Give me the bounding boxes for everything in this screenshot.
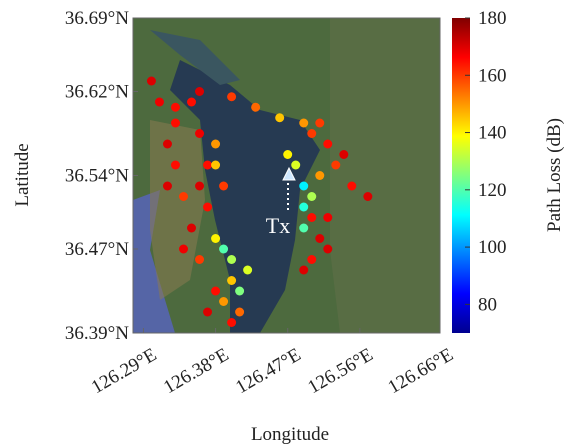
point (299, 266, 308, 275)
x-tick-label: 126.47°E (232, 344, 304, 398)
point (299, 203, 308, 212)
point (171, 103, 180, 112)
point (187, 224, 196, 233)
x-tick-label: 126.56°E (304, 344, 376, 398)
x-tick-label: 126.29°E (88, 344, 160, 398)
point (235, 287, 244, 296)
point (195, 87, 204, 96)
point (203, 161, 212, 170)
point (299, 182, 308, 191)
colorbar (452, 18, 470, 333)
point (283, 150, 292, 159)
colorbar-tick-label: 180 (478, 8, 507, 29)
point (227, 255, 236, 264)
point (179, 192, 188, 201)
tx-annotation: Tx (266, 213, 290, 238)
y-tick-label: 36.69°N (65, 8, 129, 29)
point (323, 213, 332, 222)
colorbar-tick-label: 140 (478, 123, 507, 144)
point (347, 182, 356, 191)
y-tick-label: 36.39°N (65, 323, 129, 344)
y-axis-label: Latitude (12, 143, 33, 206)
colorbar-tick-label: 100 (478, 237, 507, 258)
page: {"chart_data": {"type": "scatter", "xlab… (0, 0, 573, 447)
colorbar-tick-label: 120 (478, 180, 507, 201)
point (155, 98, 164, 107)
point (203, 308, 212, 317)
colorbar-tick-label: 80 (478, 294, 497, 315)
point (307, 192, 316, 201)
point (195, 129, 204, 138)
point (211, 161, 220, 170)
point (163, 182, 172, 191)
colorbar-tick-label: 160 (478, 65, 507, 86)
point (187, 98, 196, 107)
point (323, 140, 332, 149)
point (163, 140, 172, 149)
point (219, 297, 228, 306)
x-axis-label: Longitude (251, 424, 329, 445)
point (179, 245, 188, 254)
point (235, 308, 244, 317)
point (299, 224, 308, 233)
point (323, 245, 332, 254)
point (227, 318, 236, 327)
y-tick-label: 36.54°N (65, 166, 129, 187)
point (331, 161, 340, 170)
point (211, 140, 220, 149)
point (227, 276, 236, 285)
chart: Longitude Latitude Path Loss (dB) Tx 126… (0, 0, 573, 447)
point (275, 113, 284, 122)
point (203, 203, 212, 212)
y-tick-label: 36.47°N (65, 239, 129, 260)
point (307, 129, 316, 138)
point (171, 119, 180, 128)
x-tick-label: 126.66°E (385, 344, 457, 398)
point (315, 234, 324, 243)
point (211, 234, 220, 243)
point (363, 192, 372, 201)
point (251, 103, 260, 112)
point (219, 182, 228, 191)
point (243, 266, 252, 275)
point (195, 182, 204, 191)
point (219, 245, 228, 254)
point (147, 77, 156, 86)
point (315, 171, 324, 180)
colorbar-label: Path Loss (dB) (544, 118, 565, 232)
y-tick-label: 36.62°N (65, 82, 129, 103)
point (315, 119, 324, 128)
point (211, 287, 220, 296)
point (299, 119, 308, 128)
point (227, 92, 236, 101)
point (291, 161, 300, 170)
point (307, 213, 316, 222)
point (195, 255, 204, 264)
point (171, 161, 180, 170)
x-tick-label: 126.38°E (160, 344, 232, 398)
point (339, 150, 348, 159)
point (307, 255, 316, 264)
